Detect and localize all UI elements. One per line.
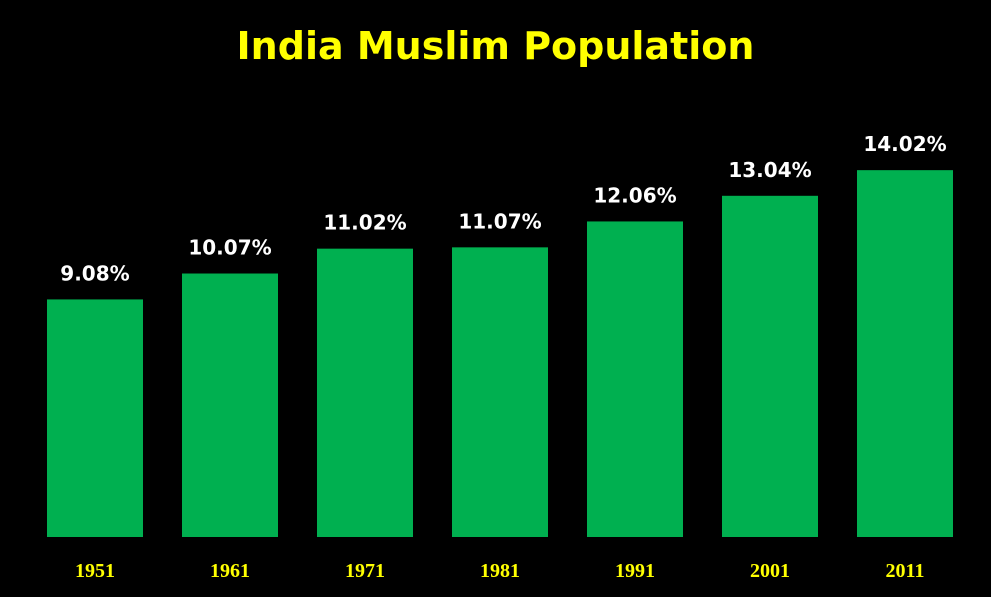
bar-2001 [722,195,818,537]
value-label-1991: 12.06% [593,183,676,207]
x-tick-label-1981: 1981 [480,560,520,582]
x-tick-label-1971: 1971 [345,560,385,582]
value-label-1981: 11.07% [458,209,541,233]
x-tick-label-1961: 1961 [210,560,250,582]
x-tick-label-1951: 1951 [75,560,115,582]
x-tick-label-2011: 2011 [886,560,925,582]
x-tick-label-2001: 2001 [750,560,790,582]
bars-group [47,170,953,538]
value-label-1951: 9.08% [60,261,129,285]
value-label-1971: 11.02% [323,211,406,235]
value-label-2011: 14.02% [863,132,946,156]
bar-1971 [317,248,413,538]
x-axis-tick-labels: 1951 1961 1971 1981 1991 2001 2011 [75,560,924,582]
value-label-2001: 13.04% [728,158,811,182]
bar-1991 [587,221,683,537]
bar-2011 [857,170,953,538]
value-labels-group: 9.08% 10.07% 11.02% 11.07% 12.06% 13.04% 14.02… [60,132,946,285]
bar-1951 [47,299,143,537]
bar-1981 [452,247,548,538]
chart-title: India Muslim Population [236,24,755,68]
x-tick-label-1991: 1991 [615,560,655,582]
value-label-1961: 10.07% [188,236,271,260]
bar-1961 [182,273,278,537]
